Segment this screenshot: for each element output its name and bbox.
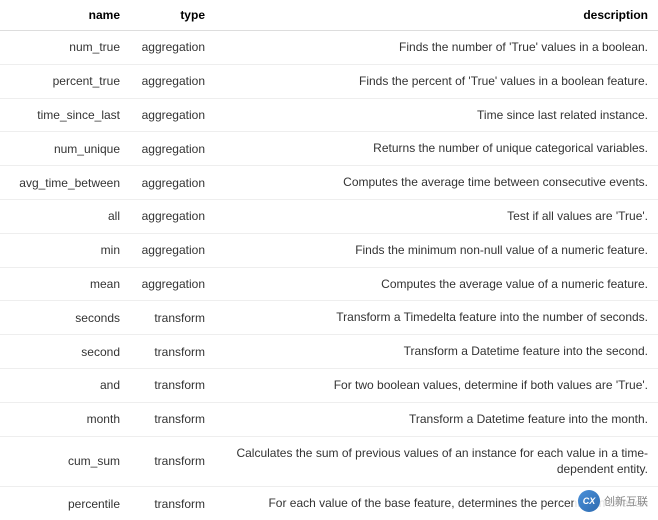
watermark: CX 创新互联 — [574, 488, 652, 514]
table-row: percent_trueaggregationFinds the percent… — [0, 64, 658, 98]
cell-description: Calculates the sum of previous values of… — [215, 436, 658, 487]
table-row: percentiletransformFor each value of the… — [0, 487, 658, 520]
cell-name: seconds — [0, 301, 130, 335]
table-row: num_uniqueaggregationReturns the number … — [0, 132, 658, 166]
table-row: cum_sumtransformCalculates the sum of pr… — [0, 436, 658, 487]
table-row: andtransformFor two boolean values, dete… — [0, 368, 658, 402]
cell-name: and — [0, 368, 130, 402]
cell-type: aggregation — [130, 98, 215, 132]
column-header-type: type — [130, 0, 215, 31]
cell-type: aggregation — [130, 64, 215, 98]
cell-name: month — [0, 402, 130, 436]
column-header-description: description — [215, 0, 658, 31]
cell-name: second — [0, 335, 130, 369]
cell-description: Returns the number of unique categorical… — [215, 132, 658, 166]
cell-name: avg_time_between — [0, 166, 130, 200]
table-row: time_since_lastaggregationTime since las… — [0, 98, 658, 132]
cell-type: aggregation — [130, 267, 215, 301]
table-row: meanaggregationComputes the average valu… — [0, 267, 658, 301]
cell-name: all — [0, 199, 130, 233]
table-row: avg_time_betweenaggregationComputes the … — [0, 166, 658, 200]
cell-description: For two boolean values, determine if bot… — [215, 368, 658, 402]
table-header-row: name type description — [0, 0, 658, 31]
table-row: secondstransformTransform a Timedelta fe… — [0, 301, 658, 335]
cell-description: Transform a Datetime feature into the mo… — [215, 402, 658, 436]
cell-name: mean — [0, 267, 130, 301]
cell-type: transform — [130, 402, 215, 436]
cell-description: Finds the minimum non-null value of a nu… — [215, 233, 658, 267]
table-row: monthtransformTransform a Datetime featu… — [0, 402, 658, 436]
cell-type: transform — [130, 487, 215, 520]
cell-description: Test if all values are 'True'. — [215, 199, 658, 233]
table-row: allaggregationTest if all values are 'Tr… — [0, 199, 658, 233]
cell-description: Finds the number of 'True' values in a b… — [215, 31, 658, 65]
cell-type: transform — [130, 335, 215, 369]
watermark-logo-icon: CX — [578, 490, 600, 512]
watermark-label: 创新互联 — [604, 493, 648, 509]
cell-name: percentile — [0, 487, 130, 520]
cell-name: cum_sum — [0, 436, 130, 487]
table-container: name type description num_trueaggregatio… — [0, 0, 658, 520]
cell-name: num_unique — [0, 132, 130, 166]
cell-type: aggregation — [130, 132, 215, 166]
cell-name: percent_true — [0, 64, 130, 98]
cell-name: min — [0, 233, 130, 267]
cell-description: Finds the percent of 'True' values in a … — [215, 64, 658, 98]
column-header-name: name — [0, 0, 130, 31]
cell-description: Time since last related instance. — [215, 98, 658, 132]
cell-type: aggregation — [130, 166, 215, 200]
cell-description: Computes the average time between consec… — [215, 166, 658, 200]
cell-description: Transform a Timedelta feature into the n… — [215, 301, 658, 335]
cell-type: aggregation — [130, 199, 215, 233]
cell-type: aggregation — [130, 233, 215, 267]
table-row: minaggregationFinds the minimum non-null… — [0, 233, 658, 267]
table-body: num_trueaggregationFinds the number of '… — [0, 31, 658, 520]
cell-type: aggregation — [130, 31, 215, 65]
table-row: secondtransformTransform a Datetime feat… — [0, 335, 658, 369]
table-row: num_trueaggregationFinds the number of '… — [0, 31, 658, 65]
cell-name: num_true — [0, 31, 130, 65]
cell-type: transform — [130, 436, 215, 487]
cell-name: time_since_last — [0, 98, 130, 132]
cell-description: Computes the average value of a numeric … — [215, 267, 658, 301]
cell-type: transform — [130, 368, 215, 402]
primitives-table: name type description num_trueaggregatio… — [0, 0, 658, 520]
cell-type: transform — [130, 301, 215, 335]
cell-description: Transform a Datetime feature into the se… — [215, 335, 658, 369]
